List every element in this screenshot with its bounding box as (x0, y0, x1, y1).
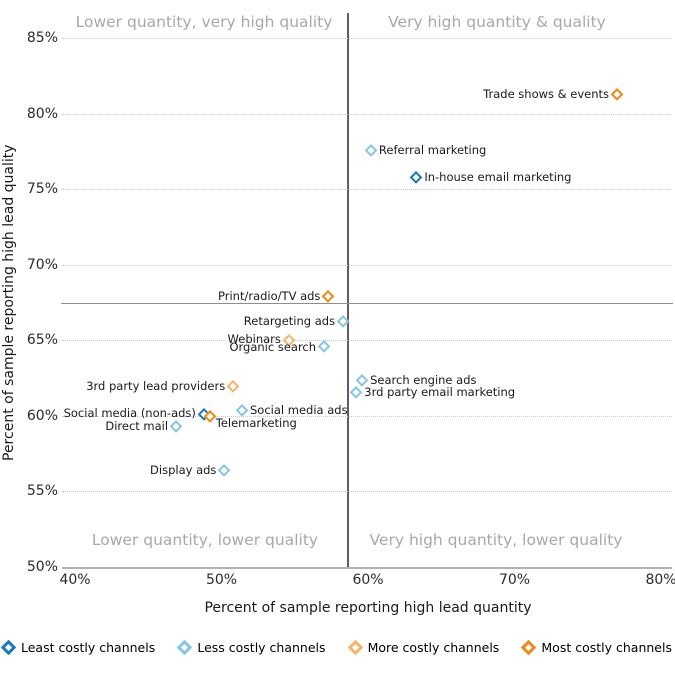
diamond-icon (170, 420, 183, 433)
y-axis-ticks: 85% 80% 75% 70% 65% 60% 55% 50% (0, 30, 58, 575)
legend-item-label: More costly channels (367, 640, 500, 655)
gridline (62, 264, 672, 266)
vertical-divider-line (347, 13, 349, 567)
point-label: In-house email marketing (424, 170, 572, 185)
diamond-icon (177, 639, 193, 656)
y-tick-label: 75% (26, 181, 58, 198)
diamond-icon (350, 385, 363, 398)
x-tick-label: 80% (645, 572, 675, 588)
horizontal-divider-line (61, 302, 673, 305)
legend-item-less-costly: Less costly channels (177, 639, 326, 656)
point-label: Webinars (227, 332, 281, 347)
legend-item-least-costly: Least costly channels (0, 639, 156, 656)
point-label: Telemarketing (215, 415, 297, 430)
legend: Least costly channels Less costly channe… (0, 639, 675, 656)
legend-item-most-costly: Most costly channels (521, 639, 672, 656)
point-label: Social media ads (250, 402, 348, 417)
y-tick-label: 55% (26, 483, 58, 500)
gridline (62, 189, 672, 191)
gridline (62, 415, 672, 417)
x-tick-label: 40% (59, 572, 91, 588)
point-label: Direct mail (105, 419, 169, 434)
diamond-icon (318, 340, 331, 353)
x-axis-line (62, 567, 672, 569)
gridline (62, 38, 672, 39)
diamond-icon (322, 290, 335, 303)
quadrant-label-bottom-right: Very high quantity, lower quality (369, 531, 623, 549)
point-label: 3rd party email marketing (364, 384, 516, 399)
quadrant-label-bottom-left: Lower quantity, lower quality (91, 531, 319, 549)
x-tick-label: 70% (498, 572, 531, 588)
legend-item-label: Less costly channels (197, 640, 326, 655)
x-axis-ticks: 40% 50% 60% 70% 80% (59, 572, 675, 590)
diamond-icon (611, 87, 624, 100)
point-label: Print/radio/TV ads (218, 289, 321, 304)
point-label: Social media (non-ads) (63, 406, 196, 421)
point-label: Referral marketing (378, 142, 487, 157)
gridline (62, 113, 672, 115)
legend-item-label: Least costly channels (21, 640, 156, 655)
plot-area: Trade shows & events Referral marketing In… (61, 13, 673, 569)
y-tick-label: 65% (26, 332, 58, 349)
x-axis-title: Percent of sample reporting high lead qu… (204, 600, 532, 616)
gridline (62, 340, 672, 342)
quadrant-label-top-left: Lower quantity, very high quality (75, 13, 333, 31)
diamond-icon (347, 639, 363, 656)
y-tick-label: 85% (26, 30, 58, 46)
diamond-icon (235, 403, 249, 416)
legend-item-more-costly: More costly channels (347, 639, 500, 656)
diamond-icon (521, 639, 537, 656)
diamond-icon (218, 464, 231, 477)
diamond-icon (364, 143, 377, 156)
point-label: Retargeting ads (243, 313, 336, 328)
diamond-icon (0, 639, 17, 656)
y-tick-label: 50% (26, 559, 58, 575)
y-tick-label: 70% (26, 256, 58, 273)
quadrant-label-top-right: Very high quantity & quality (388, 13, 606, 31)
diamond-icon (227, 379, 240, 392)
legend-item-label: Most costly channels (541, 640, 672, 655)
x-tick-label: 50% (205, 572, 238, 588)
gridline (62, 491, 672, 493)
x-tick-label: 60% (352, 572, 384, 588)
point-label: 3rd party lead providers (86, 378, 226, 393)
point-label: Display ads (150, 463, 217, 478)
point-label: Trade shows & events (483, 86, 610, 101)
point-label: Organic search (229, 340, 317, 355)
y-tick-label: 60% (26, 407, 58, 424)
y-tick-label: 80% (26, 105, 58, 122)
diamond-icon (410, 171, 423, 184)
point-label: Search engine ads (370, 372, 477, 387)
